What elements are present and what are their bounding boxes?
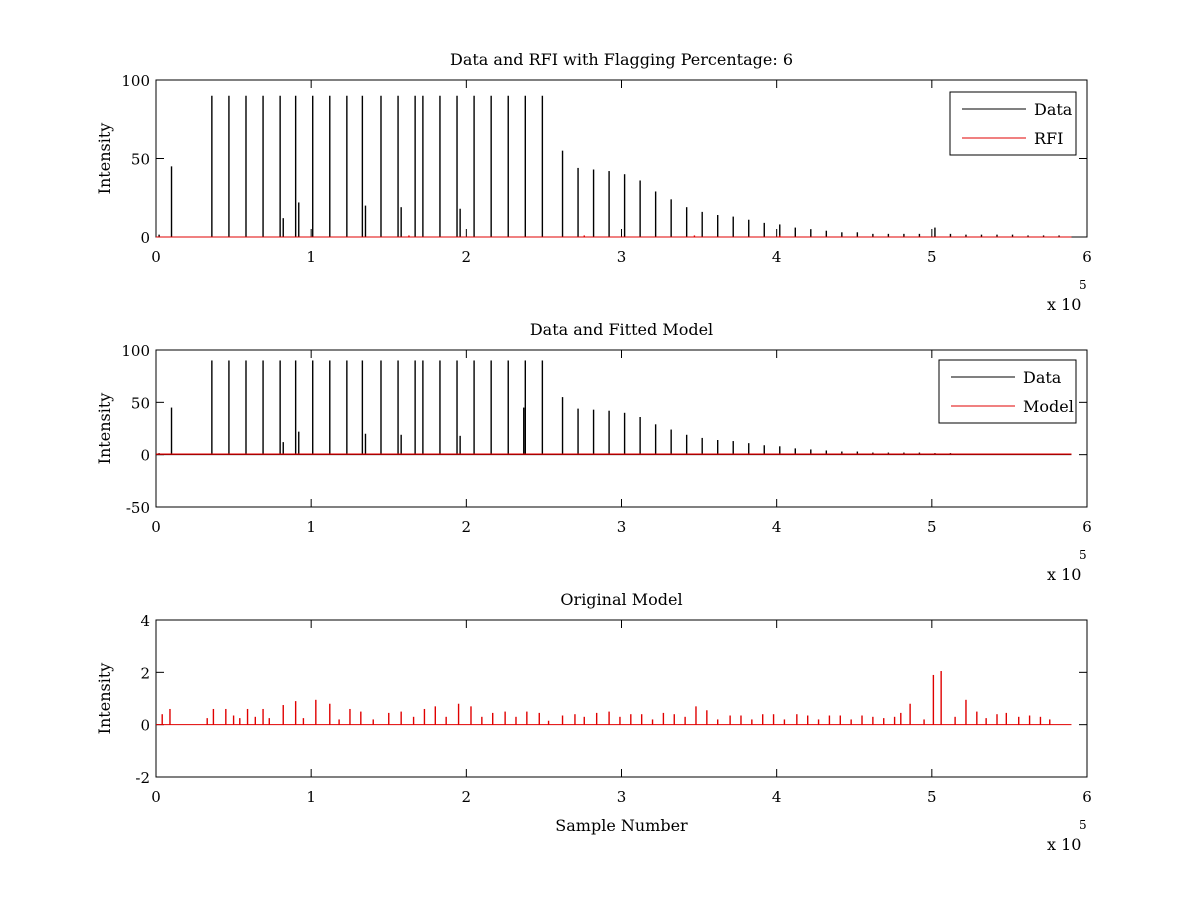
x-tick-label: 0 xyxy=(151,518,161,536)
x-tick-label: 0 xyxy=(151,788,161,806)
y-axis-label: Intensity xyxy=(95,393,114,465)
x-axis-label: Sample Number xyxy=(555,816,688,835)
y-tick-label: 50 xyxy=(131,151,150,169)
y-tick-label: 100 xyxy=(121,342,150,360)
x-tick-label: 2 xyxy=(462,248,472,266)
x-tick-label: 6 xyxy=(1082,518,1092,536)
x-tick-label: 6 xyxy=(1082,788,1092,806)
legend-box xyxy=(938,359,1077,424)
axes-frame xyxy=(155,619,1088,778)
x-tick-label: 3 xyxy=(617,788,627,806)
x-tick-label: 6 xyxy=(1082,248,1092,266)
chart-title: Data and RFI with Flagging Percentage: 6 xyxy=(450,50,793,69)
x-tick-label: 3 xyxy=(617,248,627,266)
x-multiplier-label: x 10 xyxy=(1047,565,1081,584)
y-axis-label: Intensity xyxy=(95,123,114,195)
chart-title: Original Model xyxy=(560,590,682,609)
legend-entry: Model xyxy=(1023,397,1074,416)
y-tick-label: 4 xyxy=(140,612,150,630)
series-data xyxy=(156,95,1072,238)
y-tick-label: 0 xyxy=(140,229,150,247)
x-tick-label: 3 xyxy=(617,518,627,536)
x-multiplier-label: x 10 xyxy=(1047,835,1081,854)
x-tick-label: 2 xyxy=(462,518,472,536)
series-model xyxy=(156,671,1072,726)
subplot-1: Data and RFI with Flagging Percentage: 6… xyxy=(95,50,1092,314)
y-tick-label: 0 xyxy=(140,447,150,465)
legend-box xyxy=(949,91,1077,156)
series-data xyxy=(156,360,1072,456)
x-tick-label: 1 xyxy=(306,248,316,266)
x-tick-label: 5 xyxy=(927,248,937,266)
legend-entry: RFI xyxy=(1034,129,1063,148)
y-tick-label: 0 xyxy=(140,717,150,735)
legend: Data RFI xyxy=(949,91,1077,156)
y-tick-label: 2 xyxy=(140,664,150,682)
x-tick-label: 4 xyxy=(772,248,782,266)
x-multiplier-label: x 10 xyxy=(1047,295,1081,314)
x-multiplier-exponent: 5 xyxy=(1079,278,1087,292)
y-axis-label: Intensity xyxy=(95,663,114,735)
x-tick-label: 1 xyxy=(306,518,316,536)
legend-entry: Data xyxy=(1034,100,1073,119)
x-tick-label: 0 xyxy=(151,248,161,266)
legend-entry: Data xyxy=(1023,368,1062,387)
y-tick-label: -50 xyxy=(126,499,150,517)
x-multiplier-exponent: 5 xyxy=(1079,818,1087,832)
x-tick-label: 5 xyxy=(927,518,937,536)
y-tick-label: 100 xyxy=(121,72,150,90)
x-multiplier-exponent: 5 xyxy=(1079,548,1087,562)
x-tick-label: 5 xyxy=(927,788,937,806)
x-tick-label: 4 xyxy=(772,518,782,536)
series-rfi xyxy=(156,235,1072,238)
x-tick-label: 2 xyxy=(462,788,472,806)
chart-title: Data and Fitted Model xyxy=(530,320,713,339)
x-tick-label: 4 xyxy=(772,788,782,806)
legend: Data Model xyxy=(938,359,1077,424)
y-tick-label: -2 xyxy=(135,769,150,787)
y-tick-label: 50 xyxy=(131,394,150,412)
x-tick-label: 1 xyxy=(306,788,316,806)
